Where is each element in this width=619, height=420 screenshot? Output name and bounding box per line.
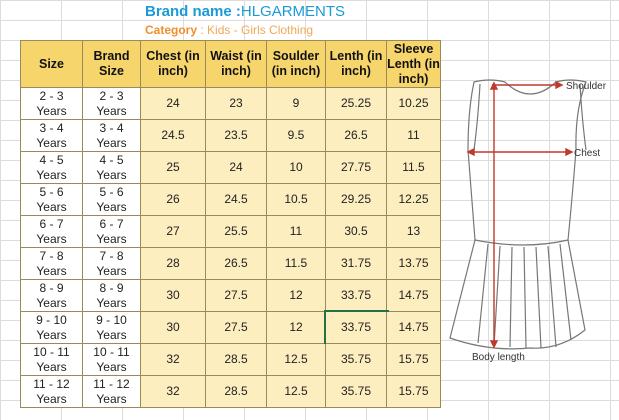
category-line: Category : Kids - Girls Clothing (145, 23, 313, 37)
table-cell: 12.5 (267, 376, 326, 408)
table-cell: 3 - 4 Years (83, 120, 141, 152)
table-cell: 8 - 9 Years (83, 280, 141, 312)
column-header: Brand Size (83, 40, 141, 88)
table-cell: 24 (141, 88, 206, 120)
table-cell: 32 (141, 344, 206, 376)
table-cell: 12.5 (267, 344, 326, 376)
body-length-label: Body length (472, 352, 525, 363)
table-cell: 27.75 (326, 152, 387, 184)
table-cell: 5 - 6 Years (20, 184, 83, 216)
brand-label: Brand name : (145, 3, 241, 20)
table-cell: 24 (206, 152, 267, 184)
column-header: Sleeve Lenth (in inch) (387, 40, 441, 88)
table-cell: 12 (267, 312, 326, 344)
table-cell: 15.75 (387, 376, 441, 408)
table-cell: 13 (387, 216, 441, 248)
table-cell: 2 - 3 Years (83, 88, 141, 120)
table-cell: 33.75 (326, 280, 387, 312)
table-cell: 14.75 (387, 312, 441, 344)
table-cell: 6 - 7 Years (20, 216, 83, 248)
table-cell: 12.25 (387, 184, 441, 216)
table-cell: 26.5 (206, 248, 267, 280)
table-cell: 30 (141, 312, 206, 344)
brand-line: Brand name :HLGARMENTS (145, 3, 345, 20)
column-header: Size (20, 40, 83, 88)
chest-label: Chest (574, 148, 600, 159)
table-cell: 11 - 12 Years (83, 376, 141, 408)
column-header: Chest (in inch) (141, 40, 206, 88)
table-cell: 9 - 10 Years (20, 312, 83, 344)
table-cell: 10.25 (387, 88, 441, 120)
table-cell: 28.5 (206, 344, 267, 376)
table-cell: 35.75 (326, 344, 387, 376)
table-cell: 25.25 (326, 88, 387, 120)
table-cell: 25.5 (206, 216, 267, 248)
table-cell: 15.75 (387, 344, 441, 376)
table-cell: 10.5 (267, 184, 326, 216)
table-cell: 4 - 5 Years (83, 152, 141, 184)
table-cell: 35.75 (326, 376, 387, 408)
column-header: Soulder (in inch) (267, 40, 326, 88)
table-cell: 29.25 (326, 184, 387, 216)
table-cell: 12 (267, 280, 326, 312)
category-label: Category (145, 23, 198, 37)
table-cell: 11 - 12 Years (20, 376, 83, 408)
table-cell: 7 - 8 Years (20, 248, 83, 280)
table-cell: 9.5 (267, 120, 326, 152)
table-cell: 30 (141, 280, 206, 312)
table-cell: 24.5 (141, 120, 206, 152)
table-cell: 27.5 (206, 312, 267, 344)
table-cell: 28.5 (206, 376, 267, 408)
table-cell: 10 (267, 152, 326, 184)
table-cell: 2 - 3 Years (20, 88, 83, 120)
table-cell: 10 - 11 Years (83, 344, 141, 376)
table-cell: 33.75 (324, 310, 389, 346)
table-cell: 4 - 5 Years (20, 152, 83, 184)
table-cell: 10 - 11 Years (20, 344, 83, 376)
table-cell: 23.5 (206, 120, 267, 152)
table-cell: 26.5 (326, 120, 387, 152)
table-cell: 8 - 9 Years (20, 280, 83, 312)
category: : Kids - Girls Clothing (200, 23, 314, 37)
table-cell: 23 (206, 88, 267, 120)
column-header: Lenth (in inch) (326, 40, 387, 88)
table-cell: 11.5 (267, 248, 326, 280)
brand: HLGARMENTS (240, 3, 346, 20)
table-cell: 13.75 (387, 248, 441, 280)
table-cell: 26 (141, 184, 206, 216)
column-header: Waist (in inch) (206, 40, 267, 88)
table-cell: 31.75 (326, 248, 387, 280)
table-cell: 30.5 (326, 216, 387, 248)
table-cell: 28 (141, 248, 206, 280)
table-cell: 9 - 10 Years (83, 312, 141, 344)
table-cell: 25 (141, 152, 206, 184)
table-cell: 6 - 7 Years (83, 216, 141, 248)
table-cell: 14.75 (387, 280, 441, 312)
table-cell: 27.5 (206, 280, 267, 312)
table-cell: 32 (141, 376, 206, 408)
table-cell: 7 - 8 Years (83, 248, 141, 280)
shoulder-label: Shoulder (566, 81, 607, 92)
table-cell: 27 (141, 216, 206, 248)
table-cell: 11 (387, 120, 441, 152)
table-cell: 9 (267, 88, 326, 120)
table-cell: 3 - 4 Years (20, 120, 83, 152)
table-cell: 5 - 6 Years (83, 184, 141, 216)
table-cell: 11 (267, 216, 326, 248)
table-cell: 11.5 (387, 152, 441, 184)
table-cell: 24.5 (206, 184, 267, 216)
